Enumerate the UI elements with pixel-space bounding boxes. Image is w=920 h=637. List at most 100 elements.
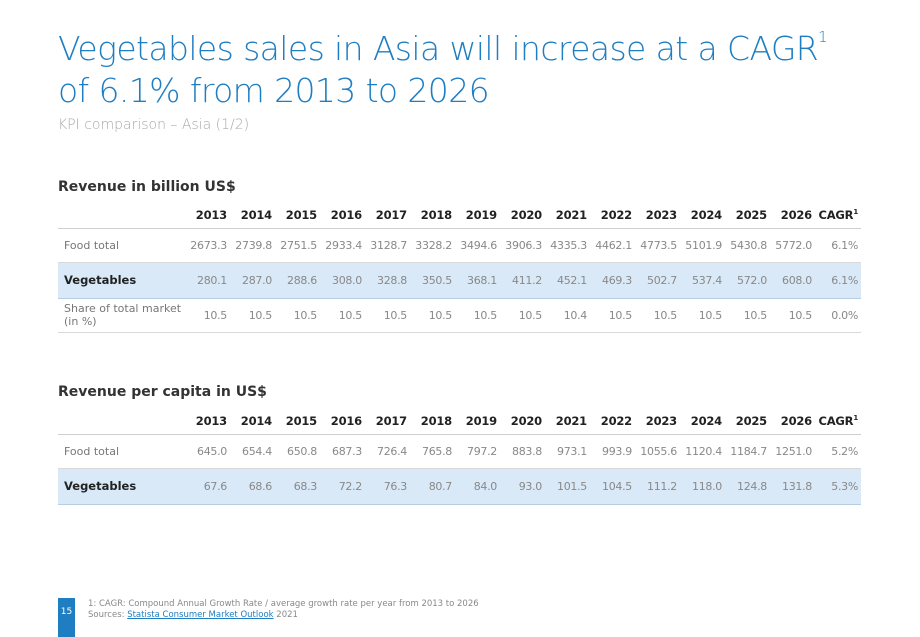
value-cell: 287.0 <box>230 262 275 299</box>
value-cell: 650.8 <box>275 434 320 469</box>
header-year: 2020 <box>500 408 545 435</box>
header-year: 2016 <box>320 202 365 229</box>
value-cell: 10.5 <box>410 298 455 333</box>
header-year: 2019 <box>455 408 500 435</box>
value-cell: 10.4 <box>545 298 590 333</box>
header-year: 2021 <box>545 408 590 435</box>
header-year: 2024 <box>680 408 725 435</box>
value-cell: 328.8 <box>365 262 410 299</box>
value-cell: 131.8 <box>770 468 815 505</box>
value-cell: 368.1 <box>455 262 500 299</box>
cagr-cell: 5.2% <box>815 434 861 469</box>
table-row: Vegetables 67.6 68.6 68.3 72.2 76.3 80.7 84.0 93… <box>58 468 861 505</box>
value-cell: 452.1 <box>545 262 590 299</box>
row-label: Food total <box>58 228 185 263</box>
value-cell: 10.5 <box>455 298 500 333</box>
header-year: 2022 <box>590 408 635 435</box>
header-label-cell <box>58 202 185 229</box>
value-cell: 3906.3 <box>500 228 545 263</box>
footnote: 1: CAGR: Compound Annual Growth Rate / a… <box>88 599 479 621</box>
value-cell: 469.3 <box>590 262 635 299</box>
value-cell: 973.1 <box>545 434 590 469</box>
table-header-row: 2013 2014 2015 2016 2017 2018 2019 2020 2021 2022… <box>58 408 861 435</box>
section-title-revenue-per-capita: Revenue per capita in US$ <box>58 384 267 400</box>
value-cell: 5101.9 <box>680 228 725 263</box>
revenue-table: 2013 2014 2015 2016 2017 2018 2019 2020 2021 2022… <box>58 202 861 333</box>
value-cell: 68.6 <box>230 468 275 505</box>
header-year: 2013 <box>185 408 230 435</box>
row-label: Vegetables <box>58 468 185 505</box>
value-cell: 93.0 <box>500 468 545 505</box>
value-cell: 5430.8 <box>725 228 770 263</box>
value-cell: 10.5 <box>320 298 365 333</box>
cagr-cell: 6.1% <box>815 228 861 263</box>
value-cell: 654.4 <box>230 434 275 469</box>
header-year: 2014 <box>230 408 275 435</box>
title-main-text: Vegetables sales in Asia will increase a… <box>58 29 819 68</box>
value-cell: 4335.3 <box>545 228 590 263</box>
header-cagr-text: CAGR <box>818 413 854 428</box>
value-cell: 2751.5 <box>275 228 320 263</box>
value-cell: 726.4 <box>365 434 410 469</box>
value-cell: 1120.4 <box>680 434 725 469</box>
section-title-revenue: Revenue in billion US$ <box>58 179 236 195</box>
value-cell: 3128.7 <box>365 228 410 263</box>
cagr-cell: 5.3% <box>815 468 861 505</box>
title-rest-text: of 6.1% from 2013 to 2026 <box>58 71 490 110</box>
value-cell: 308.0 <box>320 262 365 299</box>
sources-prefix: Sources: <box>88 610 128 620</box>
header-year: 2015 <box>275 408 320 435</box>
header-year: 2026 <box>770 408 815 435</box>
value-cell: 76.3 <box>365 468 410 505</box>
value-cell: 10.5 <box>230 298 275 333</box>
header-year: 2025 <box>725 408 770 435</box>
sources-link[interactable]: Statista Consumer Market Outlook <box>127 610 274 620</box>
cagr-cell: 6.1% <box>815 262 861 299</box>
header-label-cell <box>58 408 185 435</box>
value-cell: 797.2 <box>455 434 500 469</box>
value-cell: 84.0 <box>455 468 500 505</box>
value-cell: 687.3 <box>320 434 365 469</box>
value-cell: 118.0 <box>680 468 725 505</box>
header-cagr-text: CAGR <box>818 207 854 222</box>
table-row: Food total 2673.3 2739.8 2751.5 2933.4 3128.7… <box>58 228 861 263</box>
value-cell: 993.9 <box>590 434 635 469</box>
value-cell: 68.3 <box>275 468 320 505</box>
value-cell: 10.5 <box>725 298 770 333</box>
header-cagr: CAGR1 <box>815 408 861 435</box>
table-row: Share of total market (in %) 10.5 10.5 10.5… <box>58 298 861 333</box>
page-title: Vegetables sales in Asia will increase a… <box>58 28 858 112</box>
value-cell: 280.1 <box>185 262 230 299</box>
value-cell: 502.7 <box>635 262 680 299</box>
value-cell: 10.5 <box>770 298 815 333</box>
header-year: 2019 <box>455 202 500 229</box>
cagr-cell: 0.0% <box>815 298 861 333</box>
footnote-cagr: 1: CAGR: Compound Annual Growth Rate / a… <box>88 599 479 609</box>
header-cagr-footnote-marker: 1 <box>853 207 858 216</box>
header-cagr-footnote-marker: 1 <box>853 413 858 422</box>
value-cell: 645.0 <box>185 434 230 469</box>
value-cell: 67.6 <box>185 468 230 505</box>
value-cell: 3328.2 <box>410 228 455 263</box>
page-number: 15 <box>58 598 75 637</box>
value-cell: 5772.0 <box>770 228 815 263</box>
value-cell: 350.5 <box>410 262 455 299</box>
title-footnote-marker: 1 <box>818 28 828 46</box>
value-cell: 1055.6 <box>635 434 680 469</box>
value-cell: 104.5 <box>590 468 635 505</box>
header-year: 2013 <box>185 202 230 229</box>
value-cell: 2673.3 <box>185 228 230 263</box>
table-row: Vegetables 280.1 287.0 288.6 308.0 328.8 350.5… <box>58 262 861 299</box>
value-cell: 572.0 <box>725 262 770 299</box>
value-cell: 765.8 <box>410 434 455 469</box>
value-cell: 1184.7 <box>725 434 770 469</box>
row-label: Vegetables <box>58 262 185 299</box>
revenue-per-capita-table: 2013 2014 2015 2016 2017 2018 2019 2020 2021 2022… <box>58 408 861 505</box>
value-cell: 124.8 <box>725 468 770 505</box>
value-cell: 288.6 <box>275 262 320 299</box>
value-cell: 608.0 <box>770 262 815 299</box>
value-cell: 883.8 <box>500 434 545 469</box>
value-cell: 10.5 <box>275 298 320 333</box>
row-label: Share of total market (in %) <box>58 298 185 333</box>
header-year: 2017 <box>365 202 410 229</box>
